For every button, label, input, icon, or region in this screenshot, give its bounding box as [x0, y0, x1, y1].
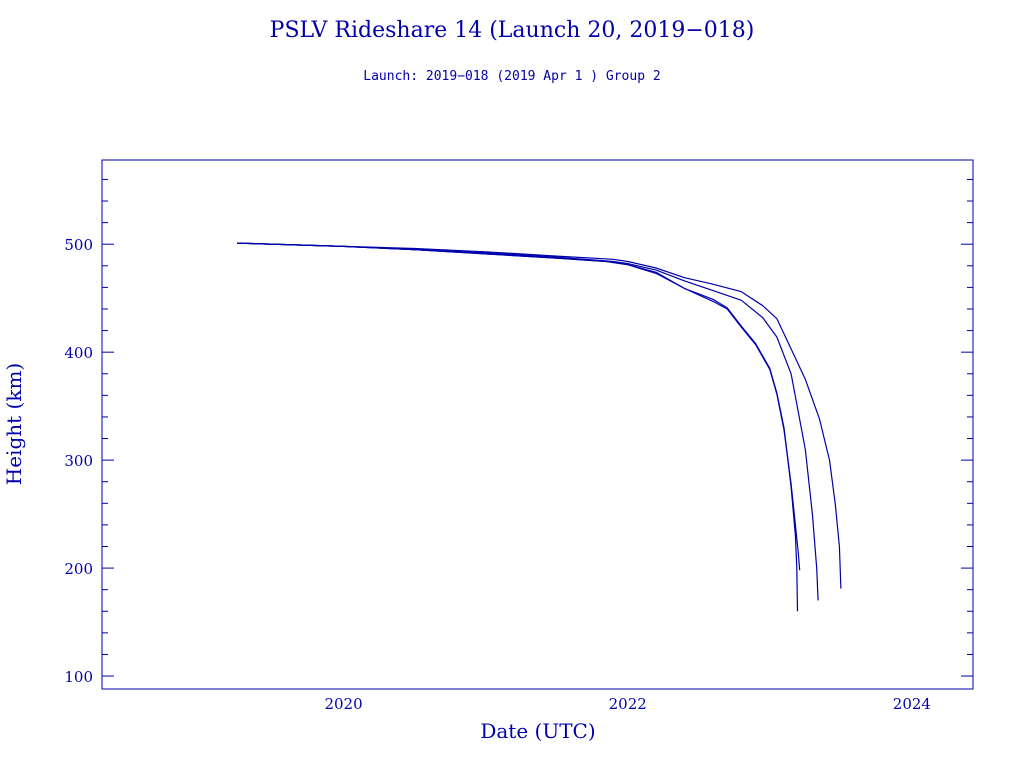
- y-tick-label: 100: [64, 668, 93, 686]
- axis-ticks: [102, 178, 973, 677]
- chart-subtitle: Launch: 2019−018 (2019 Apr 1 ) Group 2: [363, 69, 660, 84]
- series-group: [236, 242, 842, 612]
- x-tick-label: 2024: [893, 695, 931, 713]
- series-line-4: [236, 242, 842, 589]
- chart-title: PSLV Rideshare 14 (Launch 20, 2019−018): [270, 18, 755, 43]
- y-tick-label: 500: [64, 236, 93, 254]
- x-axis-label: Date (UTC): [480, 719, 595, 743]
- axis-tick-labels: 2020 2022 2024 100 200 300 400 500: [64, 236, 931, 713]
- series-line-2: [236, 242, 801, 571]
- series-line-3: [236, 242, 819, 601]
- x-tick-label: 2022: [609, 695, 647, 713]
- series-line-1: [236, 242, 799, 612]
- y-axis-label: Height (km): [2, 363, 26, 485]
- x-tick-label: 2020: [324, 695, 362, 713]
- plot-frame: [101, 159, 974, 690]
- y-tick-label: 300: [64, 452, 93, 470]
- y-tick-label: 200: [64, 560, 93, 578]
- y-tick-label: 400: [64, 344, 93, 362]
